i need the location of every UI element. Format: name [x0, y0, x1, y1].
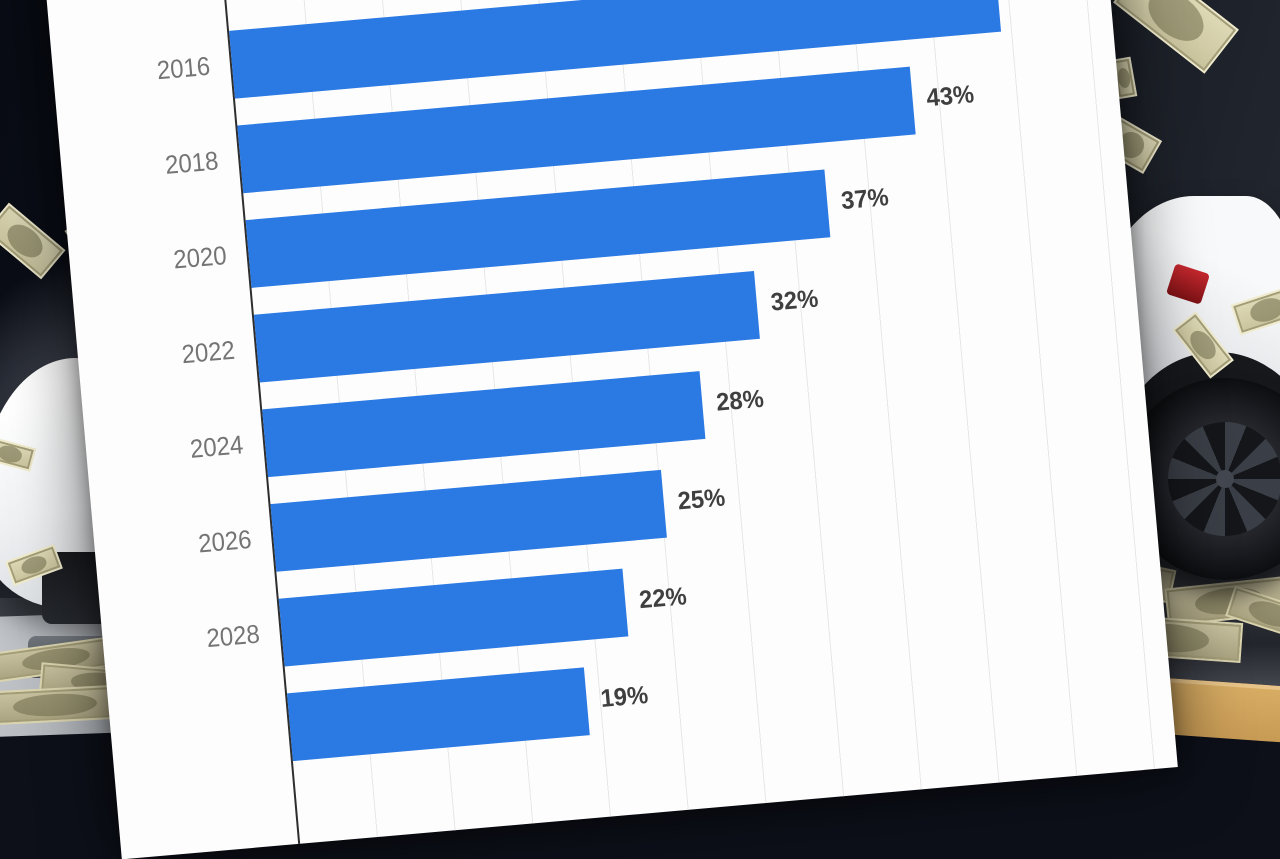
chart-panel: 2016 2018 43% 2020 37% 2022 32% 2024 28% 2026 25% 2…	[38, 0, 1178, 859]
value-label: 28%	[715, 384, 766, 417]
value-label: 19%	[599, 680, 650, 713]
year-tick-label: 2016	[155, 50, 212, 86]
value-label: 37%	[839, 183, 890, 216]
value-label: 32%	[769, 284, 820, 317]
year-tick-label	[126, 727, 290, 741]
year-tick-label: 2028	[205, 618, 261, 654]
year-tick-label: 2018	[163, 145, 220, 180]
year-tick-label: 2022	[180, 334, 237, 370]
year-tick-label: 2026	[197, 523, 253, 559]
bar-cropped	[286, 666, 590, 761]
value-label: 25%	[676, 483, 727, 516]
value-label: 43%	[925, 80, 975, 113]
value-label: 22%	[638, 582, 689, 615]
chart-rows: 2016 2018 43% 2020 37% 2022 32% 2024 28% 2026 25% 2…	[38, 0, 1172, 790]
bar-2028	[278, 568, 629, 666]
year-tick-label: 2024	[188, 429, 245, 464]
year-tick-label: 2020	[172, 240, 228, 275]
tesla-wheel-cap	[1216, 470, 1234, 488]
